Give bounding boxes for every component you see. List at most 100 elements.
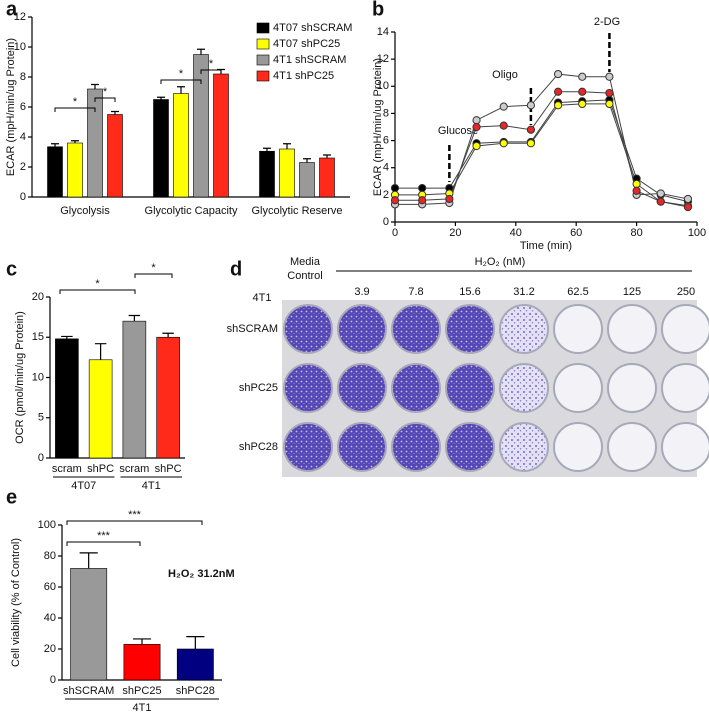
bar (176, 648, 214, 681)
significance-label: * (95, 278, 100, 290)
y-tick-label: 10 (14, 41, 26, 53)
error-bar (132, 638, 152, 645)
x-tick-label: 60 (570, 227, 582, 239)
significance-label: * (73, 96, 78, 108)
significance-label: * (103, 86, 108, 98)
legend-swatch (256, 38, 270, 50)
point (656, 197, 665, 206)
culture-well (283, 363, 333, 413)
culture-well (445, 304, 495, 354)
y-tick-label: 0 (383, 216, 389, 228)
culture-well (661, 422, 709, 472)
point (632, 186, 641, 195)
x-tick-label: scram (119, 463, 149, 475)
bar (88, 359, 113, 459)
point (526, 125, 536, 134)
y-tick-label: 20 (44, 643, 56, 655)
significance-bracket (134, 273, 173, 278)
bar (173, 93, 189, 198)
x-axis-label: Time (min) (520, 240, 572, 252)
error-bar (197, 48, 205, 55)
error-bar (94, 343, 107, 360)
error-bar (61, 335, 73, 339)
point (683, 194, 693, 204)
y-axis-label: ECAR (mpH/min/ug Protein) (372, 58, 384, 196)
significance-bracket (160, 79, 202, 84)
bar (153, 99, 169, 198)
y-tick-label: 6 (383, 134, 389, 146)
point (472, 116, 481, 125)
bar (47, 146, 63, 198)
error-bar (71, 140, 79, 143)
y-tick-label: 100 (38, 519, 56, 531)
significance-bracket (54, 107, 96, 112)
culture-well (337, 304, 387, 354)
series-line (395, 103, 689, 207)
x-tick-label: Glycolytic Capacity (145, 205, 238, 217)
error-bar (51, 143, 59, 147)
significance-label: * (209, 58, 214, 70)
legend-swatch (256, 54, 270, 66)
y-tick-label: 6 (20, 101, 26, 113)
bar (259, 150, 275, 198)
culture-well (553, 363, 603, 413)
y-tick-label: 60 (44, 581, 56, 593)
bar (156, 336, 180, 459)
treatment-label: H₂O₂ (nM) (475, 256, 526, 268)
column-header: Media (290, 256, 321, 268)
culture-well (553, 422, 603, 472)
point (605, 72, 614, 81)
error-bar (111, 110, 119, 115)
x-tick-label: scram (52, 463, 82, 475)
y-tick-label: 0 (50, 674, 56, 686)
panel-label: d (230, 258, 242, 280)
significance-bracket (94, 97, 116, 102)
significance-bracket (66, 541, 141, 546)
bar (70, 568, 108, 681)
error-bar (283, 143, 291, 149)
x-tick-label: shPC25 (122, 685, 161, 697)
culture-well (391, 363, 441, 413)
x-tick-label: Glycolysis (60, 205, 110, 217)
point (553, 69, 563, 79)
legend-label: 4T07 shPC25 (273, 38, 340, 50)
legend-label: 4T07 shSCRAM (273, 22, 352, 34)
y-tick-label: 12 (377, 53, 389, 65)
significance-label: * (151, 262, 156, 274)
culture-well (499, 304, 549, 354)
y-tick-label: 20 (32, 291, 44, 303)
concentration-label: 15.6 (459, 286, 480, 298)
error-bar (323, 154, 331, 158)
concentration-label: 3.9 (354, 286, 369, 298)
culture-well (553, 304, 603, 354)
y-tick-label: 2 (20, 161, 26, 173)
row-label: shPC25 (239, 382, 278, 394)
point (526, 101, 536, 110)
y-tick-label: 80 (44, 550, 56, 562)
y-axis-label: Cell viability (% of Control) (10, 538, 22, 667)
group-label: 4T1 (142, 480, 161, 492)
error-bar (91, 83, 99, 89)
y-tick-label: 0 (20, 191, 26, 203)
significance-bracket (59, 289, 136, 294)
concentration-label: 7.8 (408, 286, 423, 298)
y-tick-label: 0 (38, 452, 44, 464)
culture-well (661, 363, 709, 413)
bar (193, 54, 209, 198)
significance-bracket (66, 520, 203, 525)
significance-label: * (179, 68, 184, 80)
culture-well (607, 422, 657, 472)
bar (55, 338, 79, 459)
point (418, 183, 427, 193)
point (553, 101, 563, 110)
error-bar (128, 314, 141, 322)
culture-well (661, 304, 709, 354)
legend-swatch (256, 22, 270, 34)
point (390, 183, 400, 193)
point (683, 202, 693, 212)
bar (213, 73, 229, 198)
concentration-label: 31.2 (513, 286, 534, 298)
concentration-label: 125 (623, 286, 641, 298)
y-tick-label: 8 (20, 71, 26, 83)
legend-label: 4T1 shPC25 (273, 70, 334, 82)
